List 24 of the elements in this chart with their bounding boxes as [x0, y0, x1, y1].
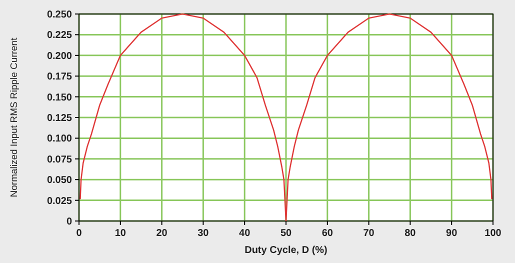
x-tick-label: 30 — [198, 228, 210, 239]
x-tick-label: 0 — [76, 228, 82, 239]
x-tick-label: 50 — [280, 228, 292, 239]
x-tick-label: 10 — [114, 228, 126, 239]
y-tick-label: 0.050 — [46, 175, 72, 186]
x-tick-label: 40 — [239, 228, 251, 239]
y-tick-label: 0.100 — [46, 134, 72, 145]
y-tick-label: 0.075 — [46, 154, 72, 166]
y-tick-label: 0.225 — [46, 30, 72, 42]
y-tick-label: 0.250 — [46, 10, 72, 20]
y-tick-label: 0.200 — [46, 50, 72, 62]
y-tick-label: 0.175 — [46, 72, 72, 83]
y-tick-label: 0.025 — [46, 196, 72, 207]
y-axis-title: Normalized Input RMS Ripple Current — [9, 37, 20, 198]
y-tick-label: 0 — [66, 216, 72, 228]
x-tick-label: 100 — [484, 228, 502, 239]
y-tick-label: 0.150 — [46, 92, 72, 104]
x-tick-label: 70 — [363, 228, 375, 239]
x-tick-label: 90 — [446, 228, 458, 239]
x-tick-label: 20 — [156, 228, 168, 239]
x-tick-label: 60 — [322, 228, 334, 239]
y-tick-label: 0.125 — [46, 113, 72, 124]
x-axis-title: Duty Cycle, D (%) — [244, 245, 328, 256]
x-tick-label: 80 — [404, 228, 416, 239]
